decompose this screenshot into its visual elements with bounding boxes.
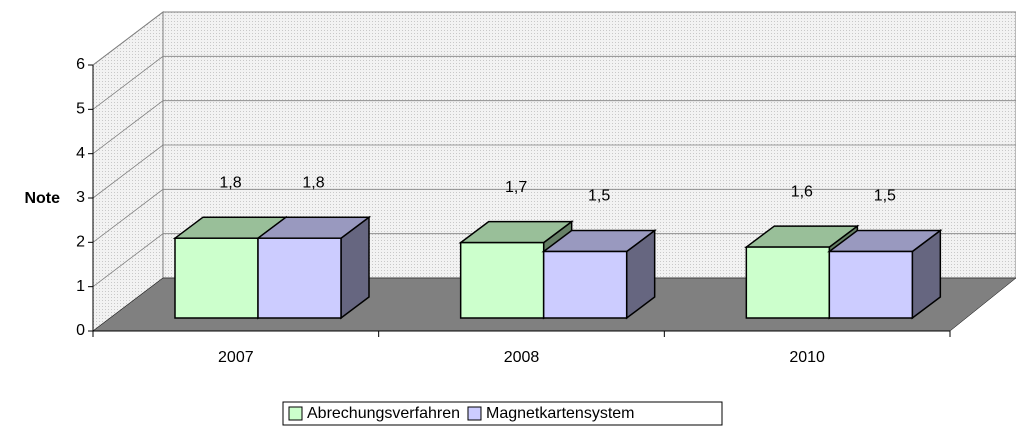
value-label: 1,5 — [588, 188, 610, 205]
bar — [828, 250, 914, 319]
x-tick-label: 2010 — [789, 349, 825, 366]
value-label: 1,7 — [505, 179, 527, 196]
grid-line — [92, 188, 1016, 243]
bar — [257, 237, 342, 319]
y-tick-label: 5 — [76, 101, 85, 118]
value-label: 1,5 — [874, 188, 896, 205]
legend-label: Abrechungsverfahren — [307, 405, 460, 422]
grid-line — [92, 11, 1016, 66]
value-label: 1,6 — [791, 183, 813, 200]
bar — [542, 250, 628, 319]
legend-swatch — [288, 406, 303, 421]
x-tick-label: 2008 — [504, 349, 540, 366]
y-tick-label: 2 — [76, 234, 85, 251]
bar — [459, 241, 545, 319]
legend-label: Magnetkartensystem — [486, 405, 635, 422]
y-tick-label: 6 — [76, 56, 85, 73]
bar — [745, 246, 831, 319]
grid-line — [92, 100, 1016, 154]
y-axis-label: Note — [24, 190, 60, 207]
grid-line — [92, 55, 1016, 110]
grid-line — [92, 144, 1016, 199]
grid-line — [92, 233, 1016, 287]
value-label: 1,8 — [219, 174, 241, 191]
y-tick-label: 4 — [76, 145, 85, 162]
legend — [282, 401, 723, 426]
y-tick-label: 1 — [76, 278, 85, 295]
y-tick-label: 0 — [76, 322, 85, 339]
legend-swatch — [467, 406, 482, 421]
y-tick-label: 3 — [76, 189, 85, 206]
value-label: 1,8 — [302, 174, 324, 191]
x-tick-label: 2007 — [218, 349, 254, 366]
bar — [174, 237, 259, 319]
